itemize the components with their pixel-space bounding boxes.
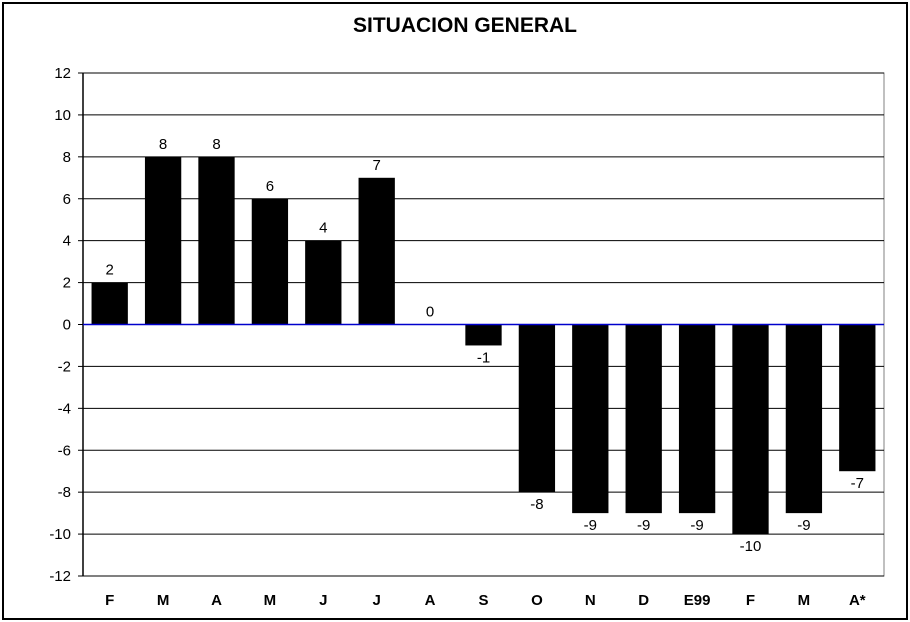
x-tick-label: M	[798, 592, 811, 609]
bar	[732, 324, 769, 535]
chart-title: SITUACION GENERAL	[352, 14, 577, 37]
x-tick-label: E99	[684, 592, 711, 609]
data-label: -9	[797, 517, 810, 534]
y-tick-label: 2	[63, 275, 71, 292]
bar	[144, 156, 182, 325]
x-tick-label: A	[211, 592, 222, 609]
x-tick-label: M	[157, 592, 170, 609]
y-tick-label: 0	[63, 317, 71, 334]
bar	[465, 324, 502, 346]
bars	[91, 156, 876, 535]
data-label: -9	[690, 517, 703, 534]
y-tick-label: -10	[49, 526, 71, 543]
x-tick-label: F	[746, 592, 755, 609]
data-label: 6	[266, 178, 274, 195]
x-tick-label: D	[638, 592, 649, 609]
y-tick-label: 12	[54, 65, 71, 82]
y-axis-ticks: 12 10 8 6 4 2 0 -2 -4 -6 -8 -10 -12	[49, 65, 71, 585]
data-label: -9	[637, 517, 650, 534]
bar	[678, 324, 716, 514]
x-tick-label: A*	[849, 592, 866, 609]
x-tick-label: J	[373, 592, 381, 609]
x-tick-label: O	[531, 592, 543, 609]
y-tick-label: 10	[54, 107, 71, 124]
bar	[785, 324, 823, 514]
data-label: 8	[159, 136, 167, 153]
y-tick-label: -8	[58, 484, 71, 501]
bar	[518, 324, 556, 493]
y-tick-label: 8	[63, 149, 71, 166]
x-axis-labels: F M A M J J A S O N D E99 F M A*	[105, 592, 866, 609]
data-label: -8	[530, 496, 543, 513]
bar	[839, 324, 876, 472]
bar	[305, 240, 342, 325]
bar	[358, 177, 395, 325]
x-tick-label: N	[585, 592, 596, 609]
y-tick-label: -6	[58, 442, 71, 459]
data-label: 2	[106, 262, 114, 279]
data-label: -10	[740, 538, 762, 555]
x-tick-label: F	[105, 592, 114, 609]
data-label: -1	[477, 349, 490, 366]
data-label: -7	[851, 475, 864, 492]
bar	[625, 324, 662, 514]
y-tick-label: -2	[58, 358, 71, 375]
x-tick-label: M	[264, 592, 277, 609]
x-tick-label: S	[478, 592, 488, 609]
data-label: 7	[373, 157, 381, 174]
y-tick-label: -4	[58, 400, 71, 417]
x-tick-label: A	[425, 592, 436, 609]
bar	[198, 156, 235, 325]
x-tick-label: J	[319, 592, 327, 609]
data-label: 4	[319, 220, 327, 237]
bar	[572, 324, 609, 514]
y-tick-label: -12	[49, 568, 71, 585]
data-label: 8	[212, 136, 220, 153]
data-label: -9	[584, 517, 597, 534]
data-label: 0	[426, 304, 434, 321]
bar	[91, 282, 128, 325]
data-labels: 2 8 8 6 4 7 0 -1 -8 -9 -9 -9 -10 -9 -7	[106, 136, 864, 555]
y-tick-label: 4	[63, 233, 71, 250]
bar	[251, 198, 289, 325]
y-tick-label: 6	[63, 191, 71, 208]
